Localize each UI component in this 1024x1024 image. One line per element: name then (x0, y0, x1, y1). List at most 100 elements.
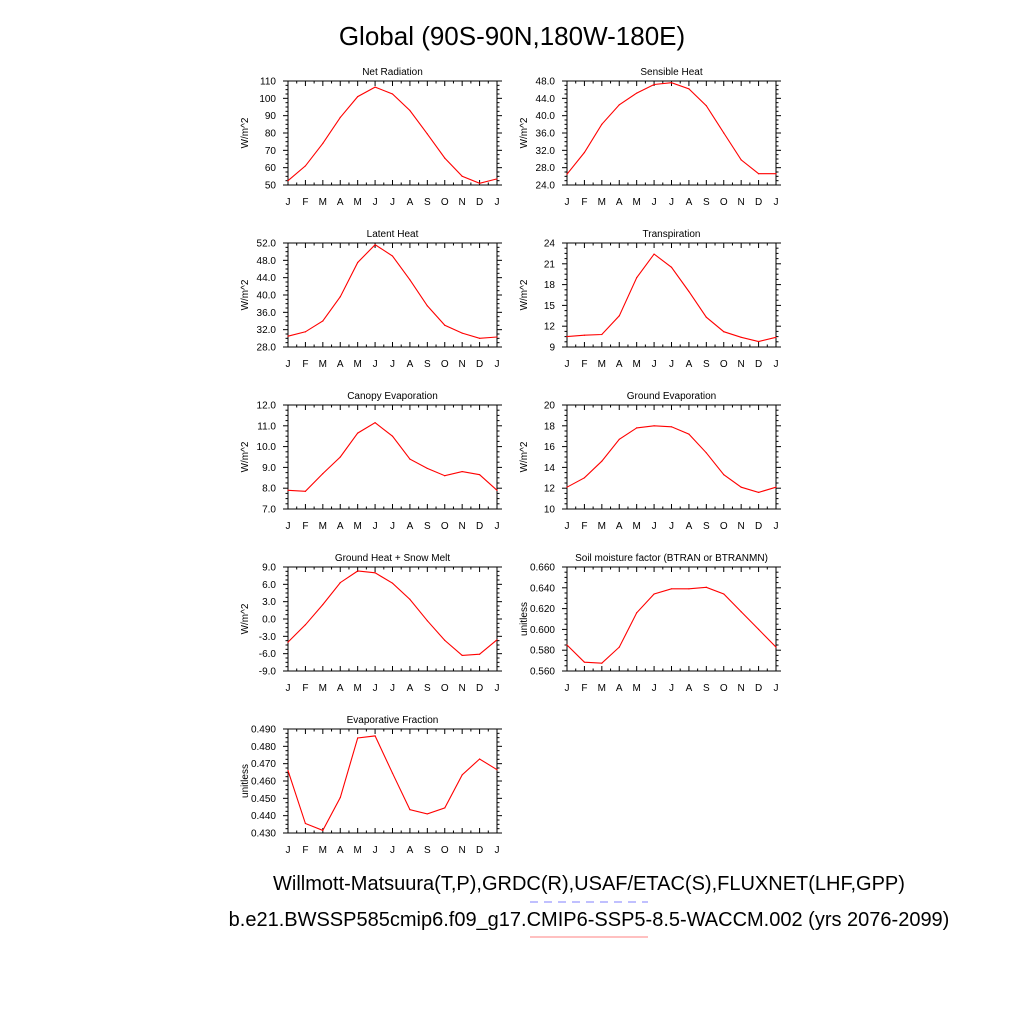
data-point (426, 813, 428, 815)
x-tick-label: A (616, 359, 623, 370)
y-tick-label: 12.0 (257, 401, 277, 412)
data-point (374, 244, 376, 246)
x-tick-label: D (476, 197, 483, 208)
y-tick-label: 9 (549, 343, 555, 354)
data-point (653, 425, 655, 427)
x-tick-label: A (686, 359, 693, 370)
data-point (357, 737, 359, 739)
y-tick-label: 10.0 (257, 442, 277, 453)
x-tick-label: D (476, 521, 483, 532)
y-axis-label: W/m^2 (519, 441, 530, 472)
x-tick-label: D (755, 521, 762, 532)
x-tick-label: A (337, 359, 344, 370)
data-point (287, 180, 289, 182)
data-point (339, 456, 341, 458)
data-point (339, 296, 341, 298)
x-tick-label: J (565, 521, 570, 532)
x-tick-label: S (703, 521, 710, 532)
x-tick-label: N (459, 521, 466, 532)
x-tick-label: F (302, 845, 308, 856)
x-tick-label: S (703, 359, 710, 370)
data-point (461, 654, 463, 657)
x-tick-label: F (302, 683, 308, 694)
x-tick-label: J (495, 683, 500, 694)
x-tick-label: O (441, 521, 449, 532)
data-point (723, 331, 725, 333)
x-tick-label: N (738, 359, 745, 370)
data-point (636, 612, 638, 614)
data-point (723, 593, 725, 595)
y-tick-label: -3.0 (259, 632, 277, 643)
data-point (757, 173, 760, 175)
y-tick-label: 0.470 (251, 759, 276, 770)
y-tick-label: 8.0 (262, 484, 276, 495)
data-point (723, 474, 725, 476)
data-point (740, 159, 742, 161)
data-point (601, 662, 603, 664)
y-tick-label: 28.0 (536, 163, 556, 174)
data-point (409, 458, 411, 460)
x-tick-label: M (319, 683, 327, 694)
data-point (740, 611, 742, 613)
y-tick-label: 48.0 (257, 256, 277, 267)
data-point (426, 620, 428, 622)
data-point (374, 86, 376, 88)
x-tick-label: M (319, 521, 327, 532)
x-tick-label: O (720, 521, 728, 532)
data-point (653, 593, 655, 595)
series-line (287, 422, 498, 492)
data-point (583, 334, 586, 336)
y-tick-label: 90 (265, 111, 277, 122)
data-point (740, 486, 742, 488)
data-point (461, 774, 463, 776)
data-point (478, 182, 481, 184)
data-point (478, 474, 481, 476)
y-tick-label: 21 (544, 259, 556, 270)
x-tick-label: J (495, 521, 500, 532)
y-tick-label: 14 (544, 463, 556, 474)
x-tick-label: J (286, 845, 291, 856)
y-tick-label: 18 (544, 280, 556, 291)
data-point (391, 255, 394, 257)
x-tick-label: S (424, 521, 431, 532)
series-line (287, 86, 498, 184)
x-tick-label: J (373, 521, 378, 532)
x-tick-label: S (424, 683, 431, 694)
x-tick-label: M (353, 359, 361, 370)
x-tick-label: A (337, 521, 344, 532)
data-point (670, 426, 673, 428)
y-tick-label: 24 (544, 239, 556, 250)
x-tick-label: J (390, 845, 395, 856)
x-tick-label: M (598, 359, 606, 370)
x-tick-label: D (755, 197, 762, 208)
y-tick-label: 0.430 (251, 829, 276, 840)
data-point (705, 586, 707, 588)
x-tick-label: O (441, 197, 449, 208)
y-tick-label: 3.0 (262, 597, 276, 608)
x-tick-label: J (774, 359, 779, 370)
x-tick-label: N (459, 683, 466, 694)
data-point (775, 646, 777, 648)
x-tick-label: M (319, 845, 327, 856)
x-tick-label: J (495, 845, 500, 856)
x-tick-label: F (302, 359, 308, 370)
y-tick-label: 0.0 (262, 615, 276, 626)
panel-title: Transpiration (643, 229, 701, 240)
y-tick-label: 40.0 (257, 291, 277, 302)
data-point (636, 427, 638, 429)
data-point (496, 639, 498, 641)
data-point (566, 173, 568, 175)
y-tick-label: 60 (265, 163, 277, 174)
figure-title: Global (90S-90N,180W-180E) (339, 21, 685, 51)
data-point (391, 772, 394, 774)
series-line (287, 243, 498, 339)
data-point (391, 435, 394, 437)
x-tick-label: M (632, 197, 640, 208)
x-tick-label: J (652, 197, 657, 208)
panel-title: Soil moisture factor (BTRAN or BTRANMN) (575, 553, 768, 564)
y-tick-label: 100 (259, 94, 276, 105)
data-point (357, 570, 359, 572)
data-point (601, 460, 603, 462)
x-tick-label: A (407, 845, 414, 856)
